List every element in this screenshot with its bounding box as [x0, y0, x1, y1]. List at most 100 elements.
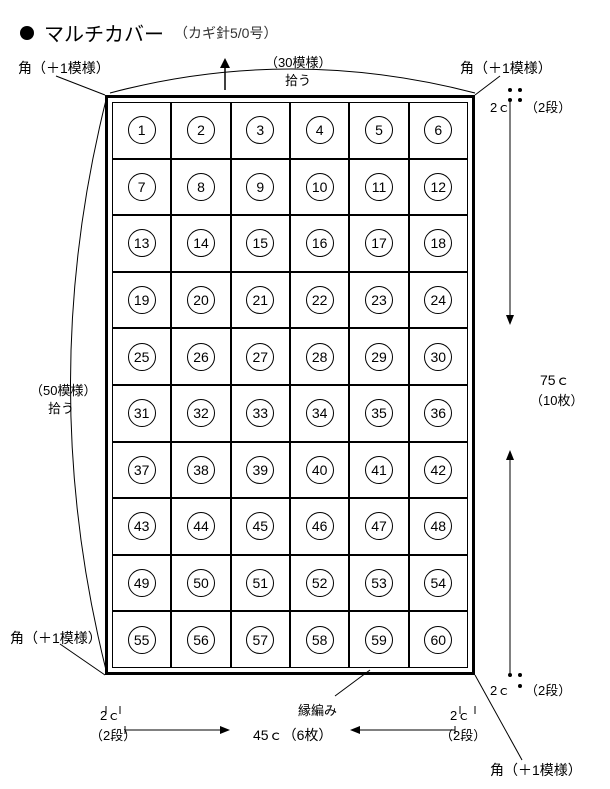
top-pickup-label: 拾う	[285, 70, 311, 89]
left-pattern-count: （50模様）	[30, 380, 96, 399]
motif-circle: 21	[246, 286, 274, 314]
motif-circle: 37	[128, 456, 156, 484]
motif-circle: 53	[365, 569, 393, 597]
motif-circle: 6	[424, 116, 452, 144]
motif-circle: 1	[128, 116, 156, 144]
motif-circle: 36	[424, 399, 452, 427]
grid-cell: 2	[171, 102, 230, 159]
motif-circle: 50	[187, 569, 215, 597]
grid-cell: 7	[112, 159, 171, 216]
grid-cell: 18	[409, 215, 468, 272]
motif-circle: 16	[306, 229, 334, 257]
motif-circle: 59	[365, 626, 393, 654]
grid-cell: 32	[171, 385, 230, 442]
grid-cell: 16	[290, 215, 349, 272]
motif-circle: 7	[128, 173, 156, 201]
grid-cell: 10	[290, 159, 349, 216]
grid-cell: 35	[349, 385, 408, 442]
motif-circle: 25	[128, 343, 156, 371]
motif-circle: 10	[306, 173, 334, 201]
grid-cell: 40	[290, 442, 349, 499]
title-bullet-icon	[20, 26, 34, 40]
grid-cell: 24	[409, 272, 468, 329]
grid-cell: 19	[112, 272, 171, 329]
motif-circle: 3	[246, 116, 274, 144]
grid-cell: 45	[231, 498, 290, 555]
br-right-2c-label: 2ｃ	[490, 680, 510, 699]
subtitle: （カギ針5/0号）	[174, 23, 277, 43]
grid-cell: 41	[349, 442, 408, 499]
motif-circle: 22	[306, 286, 334, 314]
corner-tr-label: 角（＋1模様）	[460, 58, 552, 78]
motif-circle: 54	[424, 569, 452, 597]
motif-grid-frame: 1234567891011121314151617181920212223242…	[105, 95, 475, 675]
motif-circle: 38	[187, 456, 215, 484]
grid-cell: 1	[112, 102, 171, 159]
grid-cell: 42	[409, 442, 468, 499]
grid-cell: 46	[290, 498, 349, 555]
title-row: マルチカバー （カギ針5/0号）	[20, 18, 277, 47]
motif-circle: 27	[246, 343, 274, 371]
bl-2c-label: 2ｃ	[100, 705, 120, 724]
motif-circle: 45	[246, 512, 274, 540]
bottom-width-label: 45ｃ（6枚）	[253, 725, 332, 745]
grid-cell: 55	[112, 611, 171, 668]
right-height-label: 75ｃ	[540, 370, 570, 390]
motif-circle: 32	[187, 399, 215, 427]
motif-circle: 57	[246, 626, 274, 654]
motif-circle: 29	[365, 343, 393, 371]
grid-cell: 5	[349, 102, 408, 159]
grid-cell: 36	[409, 385, 468, 442]
left-pickup-label: 拾う	[48, 398, 74, 417]
motif-circle: 4	[306, 116, 334, 144]
motif-circle: 44	[187, 512, 215, 540]
corner-tl-label: 角（＋1模様）	[18, 58, 110, 78]
motif-circle: 24	[424, 286, 452, 314]
grid-cell: 43	[112, 498, 171, 555]
grid-cell: 54	[409, 555, 468, 612]
grid-cell: 30	[409, 328, 468, 385]
grid-cell: 51	[231, 555, 290, 612]
br-right-2dan-label: （2段）	[525, 680, 571, 699]
grid-cell: 53	[349, 555, 408, 612]
grid-cell: 48	[409, 498, 468, 555]
grid-cell: 3	[231, 102, 290, 159]
motif-circle: 39	[246, 456, 274, 484]
grid-cell: 11	[349, 159, 408, 216]
grid-cell: 22	[290, 272, 349, 329]
grid-cell: 39	[231, 442, 290, 499]
motif-circle: 34	[306, 399, 334, 427]
grid-cell: 25	[112, 328, 171, 385]
motif-circle: 8	[187, 173, 215, 201]
motif-circle: 12	[424, 173, 452, 201]
motif-circle: 28	[306, 343, 334, 371]
motif-circle: 48	[424, 512, 452, 540]
grid-cell: 27	[231, 328, 290, 385]
grid-cell: 28	[290, 328, 349, 385]
motif-circle: 11	[365, 173, 393, 201]
grid-cell: 34	[290, 385, 349, 442]
tr-2c-label: 2ｃ	[490, 97, 510, 116]
grid-cell: 14	[171, 215, 230, 272]
motif-circle: 9	[246, 173, 274, 201]
grid-cell: 9	[231, 159, 290, 216]
grid-cell: 13	[112, 215, 171, 272]
motif-circle: 5	[365, 116, 393, 144]
grid-cell: 26	[171, 328, 230, 385]
grid-cell: 21	[231, 272, 290, 329]
grid-cell: 8	[171, 159, 230, 216]
top-pattern-count: （30模様）	[265, 52, 331, 71]
motif-circle: 30	[424, 343, 452, 371]
motif-circle: 49	[128, 569, 156, 597]
grid-cell: 52	[290, 555, 349, 612]
grid-cell: 60	[409, 611, 468, 668]
motif-circle: 58	[306, 626, 334, 654]
grid-cell: 4	[290, 102, 349, 159]
motif-grid: 1234567891011121314151617181920212223242…	[112, 102, 468, 668]
motif-circle: 33	[246, 399, 274, 427]
grid-cell: 29	[349, 328, 408, 385]
motif-circle: 47	[365, 512, 393, 540]
corner-bl-label: 角（＋1模様）	[10, 628, 102, 648]
grid-cell: 59	[349, 611, 408, 668]
grid-cell: 50	[171, 555, 230, 612]
